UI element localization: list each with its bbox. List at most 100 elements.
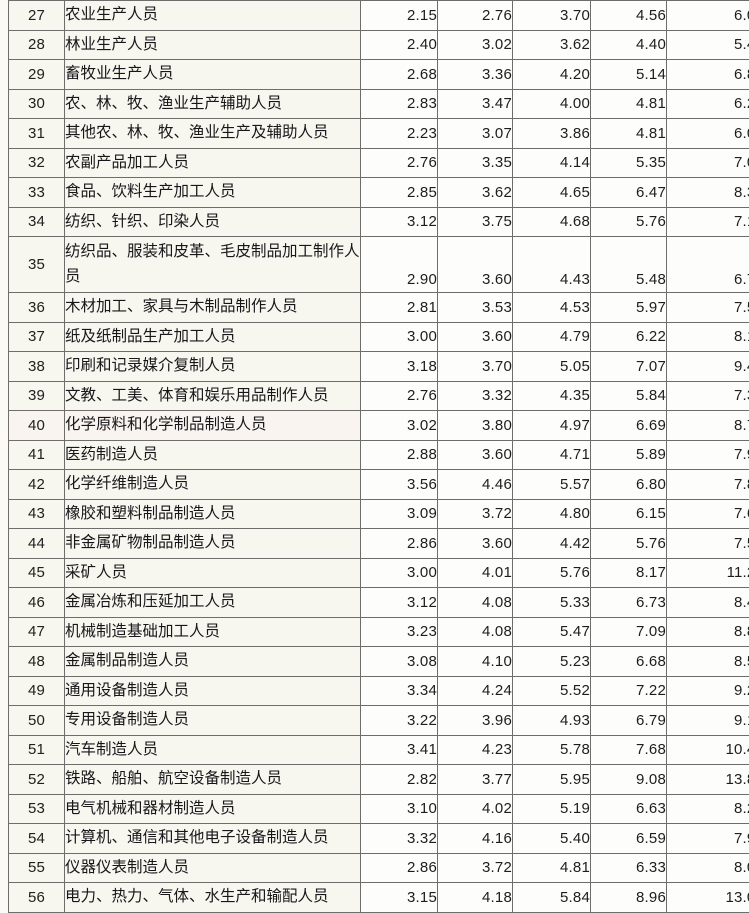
value-cell-v5[interactable]: 7.51 bbox=[667, 529, 749, 559]
value-cell-v2[interactable]: 4.02 bbox=[438, 794, 513, 824]
value-cell-v3[interactable]: 5.19 bbox=[513, 794, 591, 824]
value-cell-v2[interactable]: 3.32 bbox=[438, 381, 513, 411]
value-cell-v2[interactable]: 3.07 bbox=[438, 119, 513, 149]
value-cell-v4[interactable]: 6.79 bbox=[591, 706, 667, 736]
occupation-name-cell[interactable]: 机械制造基础加工人员 bbox=[65, 617, 361, 647]
occupation-name-cell[interactable]: 橡胶和塑料制品制造人员 bbox=[65, 499, 361, 529]
value-cell-v2[interactable]: 3.60 bbox=[438, 529, 513, 559]
value-cell-v1[interactable]: 3.10 bbox=[361, 794, 438, 824]
value-cell-v5[interactable]: 8.31 bbox=[667, 178, 749, 208]
value-cell-v4[interactable]: 5.48 bbox=[591, 237, 667, 293]
value-cell-v2[interactable]: 3.60 bbox=[438, 237, 513, 293]
value-cell-v4[interactable]: 5.97 bbox=[591, 293, 667, 323]
value-cell-v5[interactable]: 7.92 bbox=[667, 440, 749, 470]
value-cell-v5[interactable]: 6.82 bbox=[667, 60, 749, 90]
occupation-name-cell[interactable]: 汽车制造人员 bbox=[65, 735, 361, 765]
value-cell-v5[interactable]: 11.23 bbox=[667, 558, 749, 588]
occupation-name-cell[interactable]: 纺织品、服装和皮革、毛皮制品加工制作人员 bbox=[65, 237, 361, 293]
value-cell-v5[interactable]: 6.75 bbox=[667, 237, 749, 293]
row-index-cell[interactable]: 33 bbox=[9, 178, 65, 208]
value-cell-v5[interactable]: 7.33 bbox=[667, 381, 749, 411]
value-cell-v5[interactable]: 8.71 bbox=[667, 411, 749, 441]
value-cell-v2[interactable]: 3.60 bbox=[438, 440, 513, 470]
value-cell-v3[interactable]: 5.47 bbox=[513, 617, 591, 647]
value-cell-v1[interactable]: 3.56 bbox=[361, 470, 438, 500]
value-cell-v4[interactable]: 7.07 bbox=[591, 352, 667, 382]
occupation-name-cell[interactable]: 食品、饮料生产加工人员 bbox=[65, 178, 361, 208]
occupation-name-cell[interactable]: 电气机械和器材制造人员 bbox=[65, 794, 361, 824]
value-cell-v2[interactable]: 4.46 bbox=[438, 470, 513, 500]
value-cell-v1[interactable]: 2.86 bbox=[361, 853, 438, 883]
value-cell-v1[interactable]: 3.41 bbox=[361, 735, 438, 765]
occupation-name-cell[interactable]: 纸及纸制品生产加工人员 bbox=[65, 322, 361, 352]
row-index-cell[interactable]: 29 bbox=[9, 60, 65, 90]
occupation-name-cell[interactable]: 铁路、船舶、航空设备制造人员 bbox=[65, 765, 361, 795]
value-cell-v5[interactable]: 7.81 bbox=[667, 470, 749, 500]
row-index-cell[interactable]: 48 bbox=[9, 647, 65, 677]
value-cell-v4[interactable]: 5.89 bbox=[591, 440, 667, 470]
value-cell-v4[interactable]: 6.47 bbox=[591, 178, 667, 208]
occupation-name-cell[interactable]: 林业生产人员 bbox=[65, 30, 361, 60]
row-index-cell[interactable]: 56 bbox=[9, 883, 65, 913]
value-cell-v4[interactable]: 7.09 bbox=[591, 617, 667, 647]
occupation-name-cell[interactable]: 电力、热力、气体、水生产和输配人员 bbox=[65, 883, 361, 913]
value-cell-v2[interactable]: 4.16 bbox=[438, 824, 513, 854]
value-cell-v1[interactable]: 2.86 bbox=[361, 529, 438, 559]
value-cell-v5[interactable]: 6.08 bbox=[667, 1, 749, 31]
value-cell-v4[interactable]: 4.81 bbox=[591, 89, 667, 119]
value-cell-v4[interactable]: 6.33 bbox=[591, 853, 667, 883]
occupation-name-cell[interactable]: 采矿人员 bbox=[65, 558, 361, 588]
occupation-name-cell[interactable]: 计算机、通信和其他电子设备制造人员 bbox=[65, 824, 361, 854]
value-cell-v4[interactable]: 6.73 bbox=[591, 588, 667, 618]
value-cell-v1[interactable]: 3.23 bbox=[361, 617, 438, 647]
row-index-cell[interactable]: 54 bbox=[9, 824, 65, 854]
value-cell-v1[interactable]: 2.23 bbox=[361, 119, 438, 149]
value-cell-v3[interactable]: 3.70 bbox=[513, 1, 591, 31]
value-cell-v2[interactable]: 3.75 bbox=[438, 207, 513, 237]
value-cell-v2[interactable]: 3.70 bbox=[438, 352, 513, 382]
value-cell-v4[interactable]: 8.96 bbox=[591, 883, 667, 913]
value-cell-v5[interactable]: 6.00 bbox=[667, 119, 749, 149]
row-index-cell[interactable]: 44 bbox=[9, 529, 65, 559]
row-index-cell[interactable]: 49 bbox=[9, 676, 65, 706]
value-cell-v3[interactable]: 4.80 bbox=[513, 499, 591, 529]
value-cell-v5[interactable]: 8.89 bbox=[667, 617, 749, 647]
value-cell-v1[interactable]: 3.12 bbox=[361, 207, 438, 237]
occupation-name-cell[interactable]: 化学原料和化学制品制造人员 bbox=[65, 411, 361, 441]
value-cell-v2[interactable]: 3.77 bbox=[438, 765, 513, 795]
occupation-name-cell[interactable]: 畜牧业生产人员 bbox=[65, 60, 361, 90]
row-index-cell[interactable]: 46 bbox=[9, 588, 65, 618]
value-cell-v3[interactable]: 5.95 bbox=[513, 765, 591, 795]
value-cell-v3[interactable]: 3.62 bbox=[513, 30, 591, 60]
value-cell-v5[interactable]: 7.92 bbox=[667, 824, 749, 854]
occupation-name-cell[interactable]: 专用设备制造人员 bbox=[65, 706, 361, 736]
value-cell-v3[interactable]: 5.84 bbox=[513, 883, 591, 913]
value-cell-v2[interactable]: 3.62 bbox=[438, 178, 513, 208]
value-cell-v1[interactable]: 2.82 bbox=[361, 765, 438, 795]
value-cell-v4[interactable]: 5.76 bbox=[591, 207, 667, 237]
value-cell-v3[interactable]: 5.52 bbox=[513, 676, 591, 706]
value-cell-v2[interactable]: 4.10 bbox=[438, 647, 513, 677]
value-cell-v1[interactable]: 3.02 bbox=[361, 411, 438, 441]
value-cell-v1[interactable]: 2.90 bbox=[361, 237, 438, 293]
value-cell-v3[interactable]: 4.20 bbox=[513, 60, 591, 90]
value-cell-v3[interactable]: 5.33 bbox=[513, 588, 591, 618]
row-index-cell[interactable]: 31 bbox=[9, 119, 65, 149]
value-cell-v1[interactable]: 2.40 bbox=[361, 30, 438, 60]
row-index-cell[interactable]: 39 bbox=[9, 381, 65, 411]
occupation-name-cell[interactable]: 非金属矿物制品制造人员 bbox=[65, 529, 361, 559]
